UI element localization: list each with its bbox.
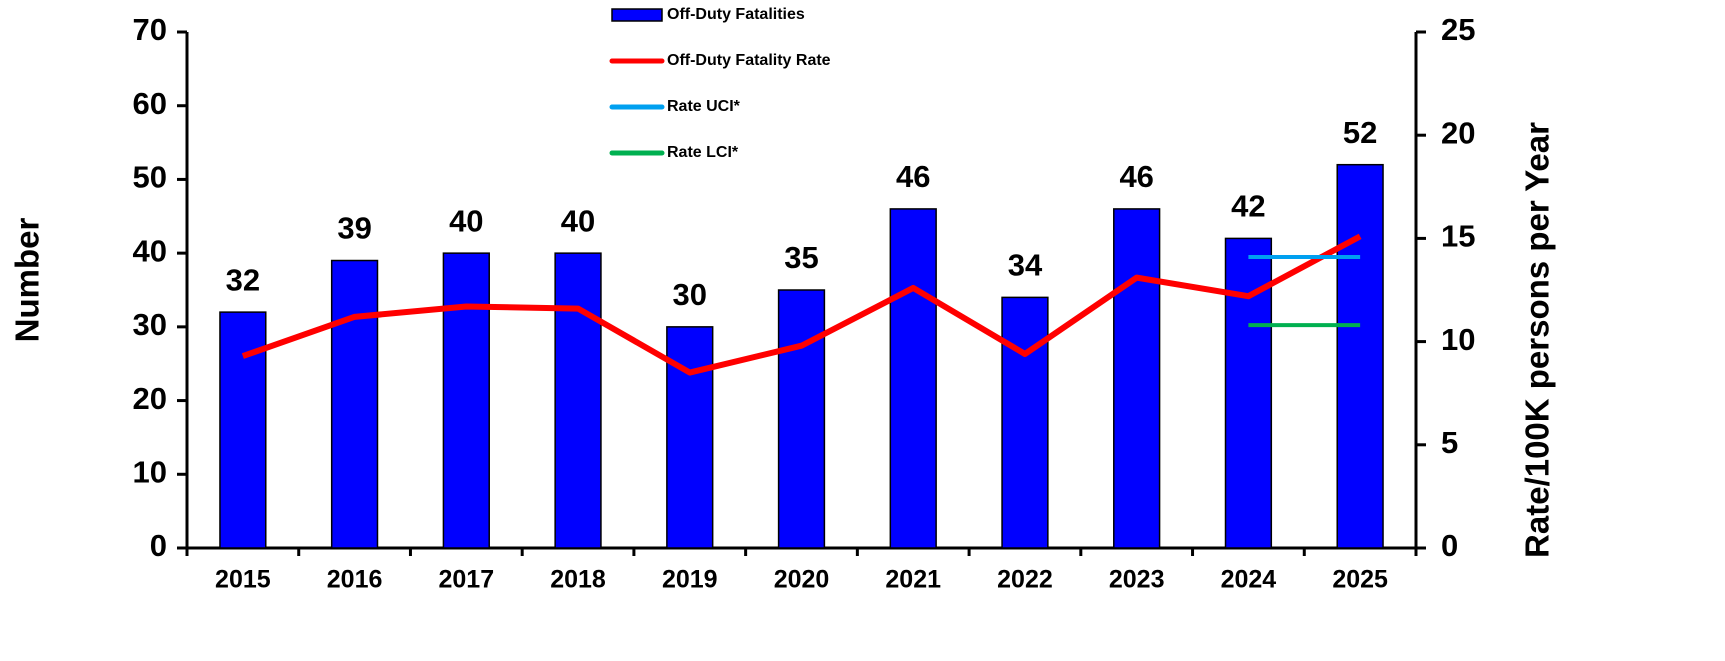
bar	[442, 252, 490, 549]
y-tick-label: 0	[150, 528, 167, 563]
x-tick-label: 2024	[1221, 566, 1277, 594]
x-tick-label: 2018	[550, 566, 606, 594]
x-tick-label: 2020	[774, 566, 830, 594]
data-label: 46	[1119, 159, 1153, 194]
y-tick-label: 10	[133, 454, 167, 489]
legend-label: Rate UCI*	[667, 98, 741, 115]
x-tick-label: 2017	[439, 566, 495, 594]
y2-axis-label: Rate/100K persons per Year	[1519, 122, 1556, 558]
x-tick-label: 2019	[662, 566, 718, 594]
x-tick-label: 2022	[997, 566, 1053, 594]
data-label: 35	[784, 240, 818, 275]
y-tick-label: 50	[133, 160, 167, 195]
line	[241, 233, 1362, 376]
y-tick-label: 60	[133, 86, 167, 121]
data-label: 42	[1231, 189, 1265, 224]
legend-label: Off-Duty Fatalities	[667, 6, 805, 23]
bar	[554, 252, 602, 549]
data-label: 46	[896, 159, 930, 194]
y-tick-label: 40	[133, 233, 167, 268]
x-tick-label: 2015	[215, 566, 271, 594]
bar	[1336, 163, 1384, 549]
x-tick-label: 2021	[885, 566, 941, 594]
y2-tick-label: 25	[1441, 12, 1475, 47]
data-label: 30	[673, 277, 707, 312]
x-tick-label: 2023	[1109, 566, 1165, 594]
y2-tick-label: 10	[1441, 322, 1475, 357]
data-label: 52	[1343, 115, 1377, 150]
y2-tick-label: 15	[1441, 219, 1475, 254]
legend-swatch	[611, 8, 663, 22]
x-tick-label: 2025	[1332, 566, 1388, 594]
bar	[777, 289, 826, 549]
bar	[1001, 296, 1049, 549]
x-tick-label: 2016	[327, 566, 383, 594]
bar	[889, 208, 937, 549]
y-tick-label: 70	[133, 12, 167, 47]
y-axis-label: Number	[9, 218, 46, 343]
y-tick-label: 30	[133, 307, 167, 342]
y2-tick-label: 5	[1441, 425, 1458, 460]
legend-label: Rate LCI*	[667, 144, 739, 161]
legend-label: Off-Duty Fatality Rate	[667, 52, 831, 69]
data-label: 40	[449, 203, 483, 238]
y-tick-label: 20	[133, 381, 167, 416]
bar	[1113, 208, 1161, 549]
data-label: 39	[337, 211, 371, 246]
y2-tick-label: 20	[1441, 115, 1475, 150]
y2-tick-label: 0	[1441, 528, 1458, 563]
data-label: 32	[226, 262, 260, 297]
data-label: 34	[1008, 248, 1043, 283]
data-label: 40	[561, 203, 595, 238]
bar	[330, 259, 379, 549]
